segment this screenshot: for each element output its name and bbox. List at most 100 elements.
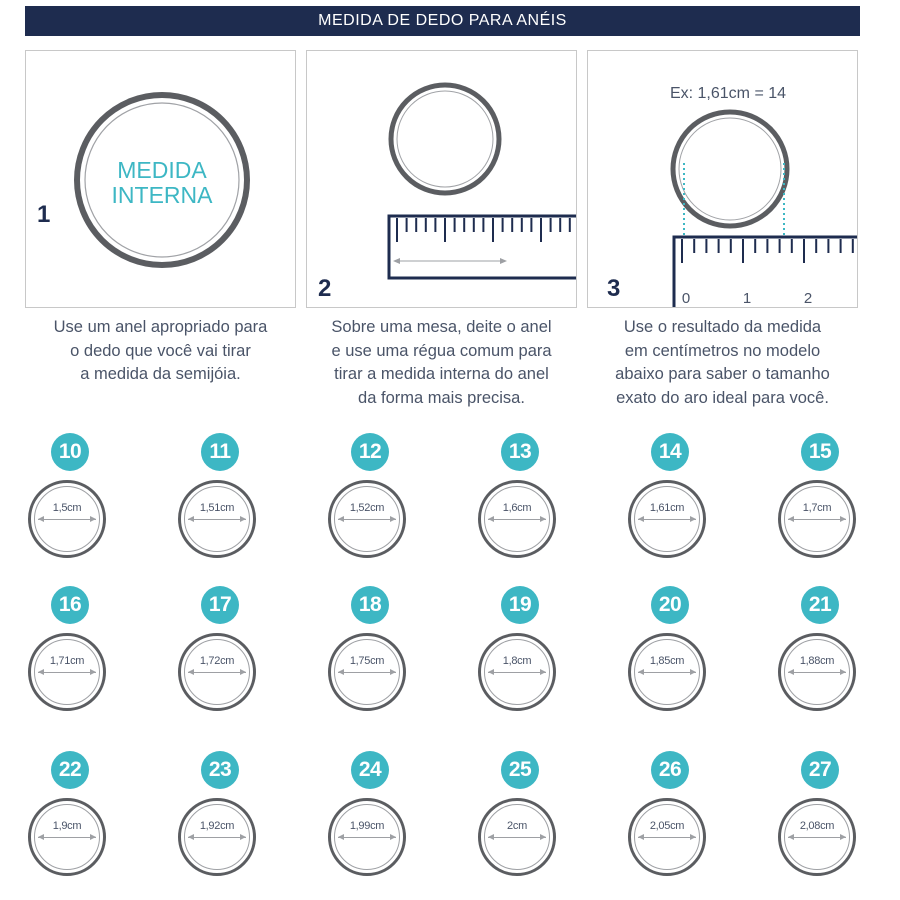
step-2-panel: 2 — [306, 50, 577, 308]
ring-size-item: 22 1,9cm — [26, 751, 112, 891]
desc-line: o dedo que você vai tirar — [70, 341, 251, 360]
ring-circle-icon: 1,7cm — [778, 480, 856, 558]
diameter-arrow-icon — [38, 669, 96, 675]
step-number-3: 3 — [607, 275, 621, 302]
diameter-arrow-icon — [638, 516, 696, 522]
ring-circle-icon: 1,6cm — [478, 480, 556, 558]
ring-size-item: 20 1,85cm — [626, 586, 712, 726]
diameter-arrow-icon — [488, 669, 546, 675]
ring-measure-label: 1,8cm — [502, 655, 532, 667]
ring-measure-label: 2,08cm — [799, 820, 835, 832]
ring-measure-label: 2cm — [507, 820, 527, 832]
ring-inner-circle — [784, 639, 850, 705]
ring-size-item: 10 1,5cm — [26, 433, 112, 573]
diameter-arrow-icon — [788, 516, 846, 522]
ring-measure-label: 1,92cm — [199, 820, 235, 832]
diameter-arrow-icon — [488, 516, 546, 522]
ring-inner-circle — [184, 804, 250, 870]
size-number-badge: 11 — [201, 433, 239, 471]
ring-circle-icon: 1,8cm — [478, 633, 556, 711]
ring-size-item: 18 1,75cm — [326, 586, 412, 726]
ring-diagram-icon: MEDIDA INTERNA — [74, 92, 250, 268]
ring-inner-circle — [334, 639, 400, 705]
ring-inner-circle — [34, 804, 100, 870]
diameter-arrow-icon — [338, 516, 396, 522]
ruler-outline — [387, 214, 576, 280]
ring-measure-label: 1,52cm — [349, 502, 385, 514]
size-number-badge: 21 — [801, 586, 839, 624]
size-number-badge: 24 — [351, 751, 389, 789]
size-number-badge: 18 — [351, 586, 389, 624]
ring-size-item: 12 1,52cm — [326, 433, 412, 573]
ring-measure-label: 1,5cm — [52, 502, 82, 514]
diameter-arrow-icon — [188, 516, 246, 522]
ring-inner-circle — [184, 639, 250, 705]
size-number-badge: 25 — [501, 751, 539, 789]
ring-size-item: 26 2,05cm — [626, 751, 712, 891]
desc-line: exato do aro ideal para você. — [616, 388, 829, 407]
ring-circle-icon: 1,5cm — [28, 480, 106, 558]
size-number-badge: 16 — [51, 586, 89, 624]
ring-inner-circle — [334, 486, 400, 552]
ring-size-item: 14 1,61cm — [626, 433, 712, 573]
ring-circle-icon: 1,85cm — [628, 633, 706, 711]
diameter-arrow-icon — [788, 834, 846, 840]
size-number-badge: 19 — [501, 586, 539, 624]
ring-inner-circle — [634, 486, 700, 552]
size-number-badge: 22 — [51, 751, 89, 789]
ring-measure-label: 1,6cm — [502, 502, 532, 514]
ruler-label-0: 0 — [682, 290, 690, 307]
ring-circle-icon: 1,75cm — [328, 633, 406, 711]
ring-inner-circle — [634, 804, 700, 870]
ring-inner-circle — [634, 639, 700, 705]
ring-measure-label: 1,71cm — [49, 655, 85, 667]
ring-circle-icon: 1,99cm — [328, 798, 406, 876]
diameter-arrow-icon — [488, 834, 546, 840]
desc-line: Use um anel apropriado para — [53, 318, 268, 336]
desc-line: em centímetros no modelo — [624, 341, 821, 360]
desc-line: tirar a medida interna do anel — [334, 365, 549, 383]
ring-on-ruler-icon — [387, 82, 576, 280]
size-number-badge: 20 — [651, 586, 689, 624]
inner-measure-text-line1: MEDIDA — [117, 157, 207, 183]
diameter-arrow-icon — [188, 669, 246, 675]
ruler-label-1: 1 — [743, 290, 751, 307]
diameter-arrow-icon — [188, 834, 246, 840]
size-number-badge: 10 — [51, 433, 89, 471]
size-number-badge: 14 — [651, 433, 689, 471]
diameter-arrow-icon — [638, 834, 696, 840]
ring-inner-circle — [34, 486, 100, 552]
diameter-arrow-icon — [788, 669, 846, 675]
size-number-badge: 26 — [651, 751, 689, 789]
step-3-panel: Ex: 1,61cm = 14 0 1 2 3 — [587, 50, 858, 308]
ring-circle-icon: 1,52cm — [328, 480, 406, 558]
ring-measure-label: 1,51cm — [199, 502, 235, 514]
ring-circle-icon: 2,08cm — [778, 798, 856, 876]
step-number-1: 1 — [37, 201, 51, 228]
ring-measure-label: 2,05cm — [649, 820, 685, 832]
ring-size-item: 11 1,51cm — [176, 433, 262, 573]
diameter-arrow-icon — [338, 834, 396, 840]
ruler-label-2: 2 — [804, 290, 812, 307]
ring-size-item: 15 1,7cm — [776, 433, 862, 573]
ring-size-item: 13 1,6cm — [476, 433, 562, 573]
ring-inner-circle — [484, 804, 550, 870]
ring-measure-label: 1,72cm — [199, 655, 235, 667]
ring-measure-ruler-icon: Ex: 1,61cm = 14 0 1 2 — [670, 85, 857, 307]
ring-circle-icon: 2,05cm — [628, 798, 706, 876]
ring-circle-icon: 1,71cm — [28, 633, 106, 711]
desc-line: Use o resultado da medida — [623, 318, 822, 336]
ring-measure-label: 1,61cm — [649, 502, 685, 514]
size-number-badge: 12 — [351, 433, 389, 471]
ring-measure-label: 1,85cm — [649, 655, 685, 667]
diameter-arrow-icon — [638, 669, 696, 675]
ring-size-item: 24 1,99cm — [326, 751, 412, 891]
ring-size-item: 27 2,08cm — [776, 751, 862, 891]
step-2-description: Sobre uma mesa, deite o anel e use uma r… — [306, 316, 577, 410]
ring-size-item: 25 2cm — [476, 751, 562, 891]
ring-circle-icon: 1,51cm — [178, 480, 256, 558]
ring-circle-icon: 1,72cm — [178, 633, 256, 711]
example-text: Ex: 1,61cm = 14 — [670, 85, 786, 102]
size-number-badge: 27 — [801, 751, 839, 789]
